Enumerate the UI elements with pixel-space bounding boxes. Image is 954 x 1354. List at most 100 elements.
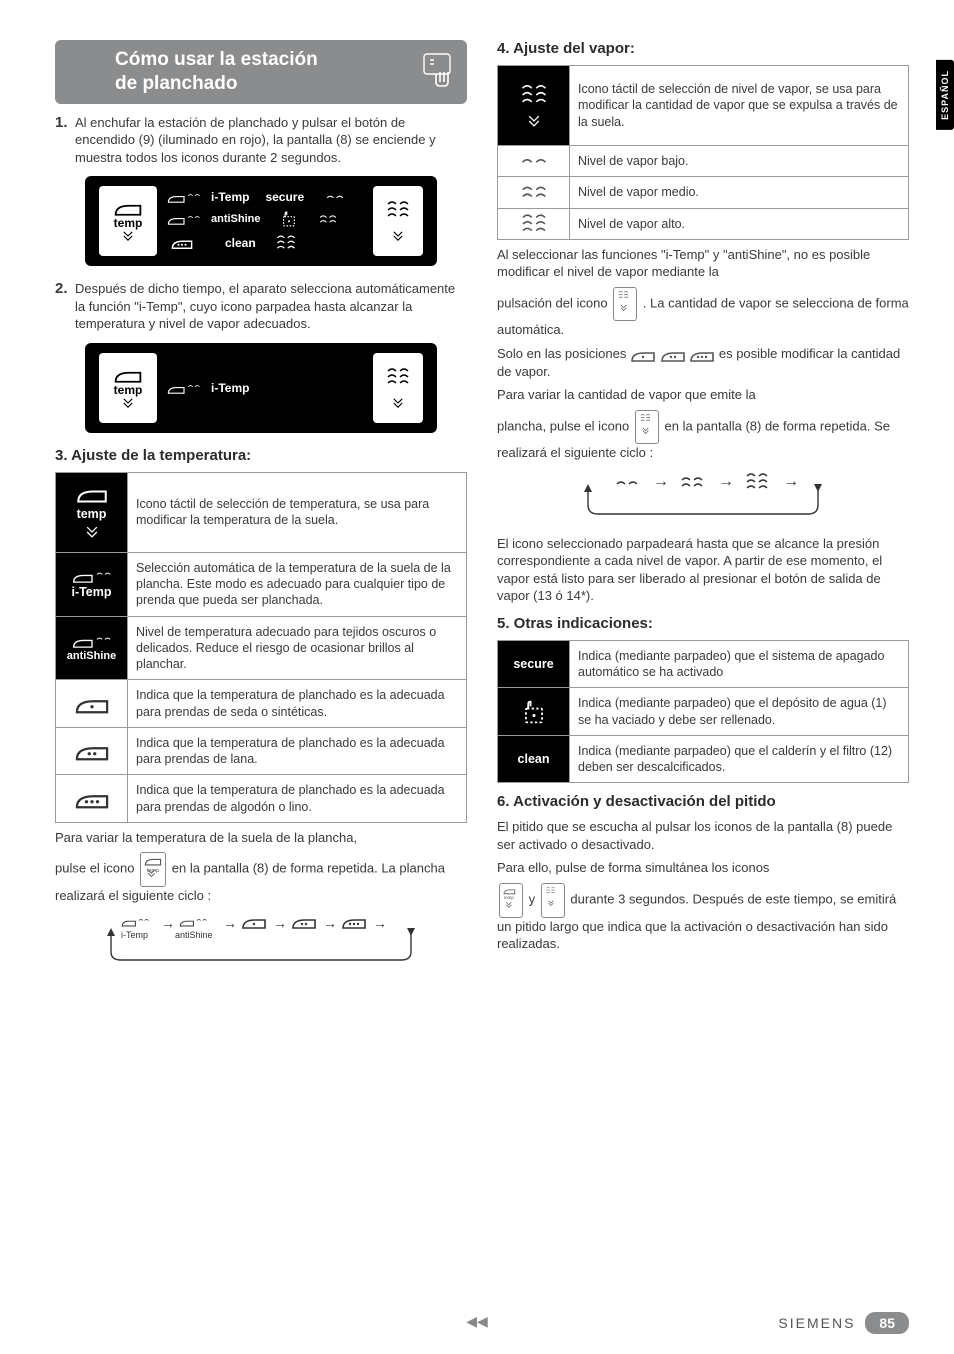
t3-row1-text: Icono táctil de selección de temperatura…	[128, 472, 467, 552]
iron-3dot-icon	[72, 788, 112, 810]
antishine-combo-icon	[167, 212, 201, 226]
chevron-down-icon	[81, 524, 103, 540]
steam-low-icon	[324, 191, 346, 203]
steam-high-icon	[518, 83, 550, 107]
svg-text:→: →	[323, 915, 337, 931]
p-after-cycle: El icono seleccionado parpadeará hasta q…	[497, 535, 909, 605]
steam-high-icon	[384, 199, 412, 221]
steam-low-icon	[518, 154, 550, 168]
itemp-icon	[167, 190, 201, 204]
steam-med-icon	[518, 183, 550, 201]
display-preview-full: temp i-Temp secure antiShine clean	[85, 176, 437, 266]
t4-row1-text: Icono táctil de selección de nivel de va…	[570, 66, 909, 146]
sec6-p3a: y	[529, 892, 539, 907]
section-header: Cómo usar la estación de planchado	[55, 40, 467, 104]
chevron-down-icon	[523, 113, 545, 129]
footer: SIEMENS 85	[778, 1312, 909, 1334]
after-t3-p2: pulse el icono temp en la pantalla (8) d…	[55, 852, 467, 904]
t3-row6-text: Indica que la temperatura de planchado e…	[128, 775, 467, 823]
itemp-icon	[167, 381, 201, 395]
chevron-down-icon	[388, 396, 408, 410]
steam-table: Icono táctil de selección de nivel de va…	[497, 65, 909, 240]
after-t3-p2a: pulse el icono	[55, 861, 138, 876]
p-after4-e1: plancha, pulse el icono	[497, 418, 633, 433]
temp-button-icon: temp	[499, 883, 523, 918]
t4-row2-text: Nivel de vapor bajo.	[570, 146, 909, 177]
item1-text: Al enchufar la estación de planchado y p…	[75, 114, 467, 167]
p-after4-b1: pulsación del icono	[497, 296, 611, 311]
item2-number: 2.	[55, 280, 75, 333]
clean-cell-label: clean	[518, 752, 550, 766]
temperature-table: temp Icono táctil de selección de temper…	[55, 472, 467, 823]
t5-row1-text: Indica (mediante parpadeo) que el sistem…	[570, 640, 909, 688]
t4-row4-text: Nivel de vapor alto.	[570, 208, 909, 239]
t3-row5-text: Indica que la temperatura de planchado e…	[128, 727, 467, 775]
itemp-label: i-Temp	[211, 190, 249, 204]
secure-cell-label: secure	[513, 657, 553, 671]
after-t3-p1: Para variar la temperatura de la suela d…	[55, 829, 467, 847]
p-after4-a: Al seleccionar las funciones "i-Temp" y …	[497, 246, 909, 281]
language-tab: ESPAÑOL	[936, 60, 954, 130]
display-preview-itemp: temp i-Temp	[85, 343, 437, 433]
antishine-label: antiShine	[211, 213, 261, 225]
temp-cycle-diagram: i-Temp → antiShine → → → →	[55, 912, 467, 965]
t4-row3-text: Nivel de vapor medio.	[570, 177, 909, 208]
p-after4-d: Para variar la cantidad de vapor que emi…	[497, 386, 909, 404]
t3-row4-text: Indica que la temperatura de planchado e…	[128, 680, 467, 728]
steam-high-icon	[384, 366, 412, 388]
steam-high-icon	[274, 234, 298, 252]
p-after4-b: pulsación del icono . La cantidad de vap…	[497, 287, 909, 339]
item1-number: 1.	[55, 114, 75, 167]
page-number: 85	[865, 1312, 909, 1334]
touch-icon	[417, 52, 457, 92]
section4-title: 4. Ajuste del vapor:	[497, 40, 909, 57]
itemp-label: i-Temp	[211, 381, 249, 395]
temp-label: temp	[114, 217, 143, 229]
iron-2dot-icon	[660, 347, 686, 363]
t3-row3-text: Nivel de temperatura adecuado para tejid…	[128, 616, 467, 680]
svg-text:→: →	[373, 915, 387, 931]
temp-cell-label: temp	[60, 506, 123, 522]
section5-title: 5. Otras indicaciones:	[497, 615, 909, 632]
t5-row2-text: Indica (mediante parpadeo) que el depósi…	[570, 688, 909, 736]
chevron-down-icon	[118, 229, 138, 243]
svg-text:→: →	[161, 915, 175, 931]
header-line1: Cómo usar la estación	[115, 49, 318, 70]
itemp-cell-label: i-Temp	[60, 584, 123, 600]
iron-1dot-icon	[630, 347, 656, 363]
section3-title: 3. Ajuste de la temperatura:	[55, 447, 467, 464]
steam-med-icon	[317, 212, 339, 226]
iron-3dot-icon	[689, 347, 715, 363]
svg-text:→: →	[273, 915, 287, 931]
iron-1dot-icon	[72, 693, 112, 715]
p-after4-e: plancha, pulse el icono en la pantalla (…	[497, 410, 909, 462]
steam-high-icon	[518, 213, 550, 235]
secure-label: secure	[265, 190, 304, 204]
svg-text:→: →	[783, 473, 799, 490]
iron-3dot-icon	[167, 236, 197, 250]
iron-2dot-icon	[72, 740, 112, 762]
p-after4-c1: Solo en las posiciones	[497, 346, 630, 361]
temp-label: temp	[114, 384, 143, 396]
iron-icon	[75, 484, 109, 504]
clean-label: clean	[225, 236, 256, 250]
right-column: 4. Ajuste del vapor: Icono táctil de sel…	[497, 40, 909, 977]
svg-text:i-Temp: i-Temp	[121, 930, 148, 940]
header-line2: de planchado	[115, 73, 237, 94]
sec6-p2: Para ello, pulse de forma simultánea los…	[497, 859, 909, 877]
p-after4-c: Solo en las posiciones es posible modifi…	[497, 345, 909, 380]
chevron-down-icon	[118, 396, 138, 410]
steam-button-icon	[635, 410, 659, 445]
svg-text:temp: temp	[504, 895, 514, 900]
antishine-icon	[72, 633, 112, 649]
brand-label: SIEMENS	[778, 1315, 855, 1331]
svg-text:antiShine: antiShine	[175, 930, 213, 940]
sec6-p3: temp y durante 3 segundos. Después de es…	[497, 883, 909, 953]
iron-icon	[113, 366, 143, 384]
left-column: Cómo usar la estación de planchado 1. Al…	[55, 40, 467, 977]
steam-button-icon	[541, 883, 565, 918]
tank-icon	[279, 210, 299, 228]
section6-title: 6. Activación y desactivación del pitido	[497, 793, 909, 810]
item2-text: Después de dicho tiempo, el aparato sele…	[75, 280, 467, 333]
indications-table: secure Indica (mediante parpadeo) que el…	[497, 640, 909, 784]
